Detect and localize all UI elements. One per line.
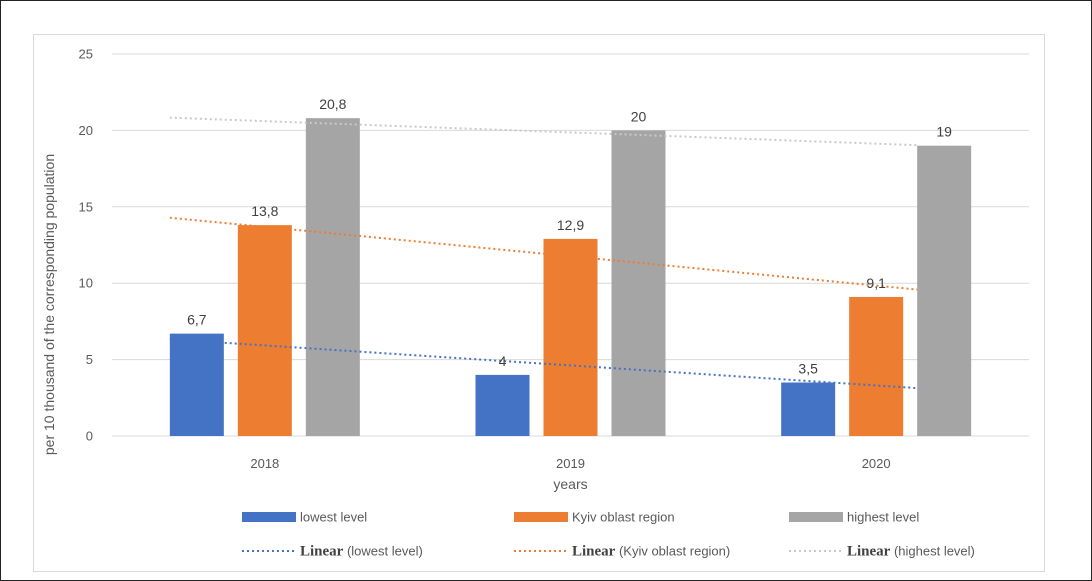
x-tick-label-2019: 2019 — [556, 456, 585, 471]
y-tick-label: 15 — [79, 199, 93, 214]
legend-swatch-lowest-level — [242, 512, 296, 522]
legend: lowest level Kyiv oblast region highest le… — [242, 510, 975, 560]
legend-label-lowest-level: lowest level — [300, 510, 367, 525]
trendline-kyiv-oblast-region — [169, 216, 918, 291]
x-axis-title: years — [553, 476, 587, 492]
y-tick-label: 20 — [79, 123, 93, 138]
x-tick-label-2018: 2018 — [250, 456, 279, 471]
data-label-kyiv-oblast-region-2019: 12,9 — [557, 217, 584, 233]
legend-swatch-highest-level — [789, 512, 843, 522]
data-label-lowest-level-2018: 6,7 — [187, 312, 207, 328]
data-label-highest-level-2018: 20,8 — [319, 96, 346, 112]
data-label-highest-level-2019: 20 — [631, 108, 647, 124]
y-tick-label: 0 — [86, 429, 93, 444]
y-tick-label: 10 — [79, 276, 93, 291]
legend-label-kyiv-oblast-region: Kyiv oblast region — [572, 510, 675, 525]
data-label-highest-level-2020: 19 — [936, 124, 952, 140]
bar-kyiv-oblast-region-2018 — [237, 225, 292, 436]
trendline-highest-level — [169, 116, 918, 147]
legend-trend-label-lowest-level: Linear (lowest level) — [300, 544, 423, 560]
data-label-kyiv-oblast-region-2020: 9,1 — [866, 275, 886, 291]
bar-kyiv-oblast-region-2020 — [849, 296, 904, 436]
data-label-lowest-level-2020: 3,5 — [798, 361, 818, 377]
bar-lowest-level-2019 — [475, 374, 530, 436]
y-axis-ticks: 0 5 10 15 20 25 — [79, 47, 93, 444]
bar-lowest-level-2018 — [169, 333, 224, 436]
bars — [169, 118, 972, 437]
x-axis-ticks: 2018 2019 2020 — [250, 456, 890, 471]
chart-area: 0 5 10 15 20 25 6,7 13,8 20,8 4 12,9 20 3,5 9,1 19 20… — [33, 34, 1045, 572]
bar-highest-level-2018 — [305, 118, 360, 437]
trendlines — [169, 116, 918, 390]
bar-lowest-level-2020 — [781, 382, 836, 436]
legend-swatch-kyiv-oblast-region — [514, 512, 568, 522]
legend-trend-label-highest-level: Linear (highest level) — [847, 544, 975, 560]
legend-label-highest-level: highest level — [847, 510, 919, 525]
bar-highest-level-2020 — [917, 145, 972, 436]
x-tick-label-2020: 2020 — [862, 456, 891, 471]
bar-highest-level-2019 — [611, 130, 666, 436]
data-label-kyiv-oblast-region-2018: 13,8 — [251, 203, 278, 219]
y-axis-title: per 10 thousand of the corresponding pop… — [41, 154, 57, 455]
y-tick-label: 5 — [86, 352, 93, 367]
y-tick-label: 25 — [79, 47, 93, 62]
data-labels: 6,7 13,8 20,8 4 12,9 20 3,5 9,1 19 — [187, 96, 952, 376]
bar-kyiv-oblast-region-2019 — [543, 238, 598, 436]
legend-trend-label-kyiv-oblast-region: Linear (Kyiv oblast region) — [572, 544, 730, 560]
chart-svg: 0 5 10 15 20 25 6,7 13,8 20,8 4 12,9 20 3,5 9,1 19 20… — [41, 47, 1029, 560]
data-label-lowest-level-2019: 4 — [499, 353, 507, 369]
